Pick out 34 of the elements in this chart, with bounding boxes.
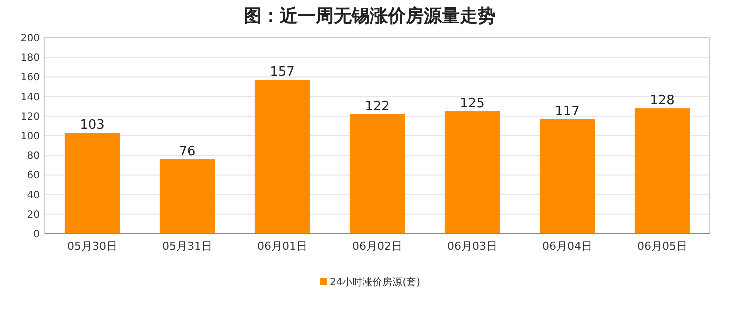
chart-title: 图：近一周无锡涨价房源量走势 [244, 6, 496, 27]
x-tick-label: 06月02日 [352, 240, 402, 253]
x-tick-label: 06月03日 [448, 240, 498, 253]
y-tick-label: 80 [27, 151, 40, 162]
y-tick-label: 140 [20, 92, 40, 104]
y-tick-label: 60 [27, 170, 40, 182]
bar [254, 80, 310, 234]
y-tick-label: 180 [20, 53, 40, 64]
y-tick-label: 40 [27, 190, 40, 202]
x-tick-label: 06月05日 [638, 240, 688, 253]
y-tick-label: 0 [34, 230, 40, 240]
y-tick-label: 200 [20, 34, 40, 44]
x-tick-label: 06月04日 [542, 240, 592, 253]
bar [634, 108, 690, 234]
data-label: 76 [179, 144, 196, 160]
x-tick-label: 05月30日 [68, 240, 118, 253]
bar [444, 112, 500, 234]
data-label: 122 [365, 99, 390, 114]
y-tick-label: 100 [20, 132, 40, 142]
y-tick-label: 20 [27, 210, 40, 221]
bar [64, 133, 120, 234]
bar [350, 114, 406, 234]
x-tick-label: 06月01日 [258, 240, 308, 253]
y-tick-label: 120 [20, 112, 40, 123]
data-label: 157 [270, 65, 295, 80]
x-tick-label: 05月31日 [162, 240, 212, 253]
y-tick-label: 160 [20, 72, 40, 84]
data-label: 128 [650, 94, 675, 109]
data-label: 117 [555, 104, 580, 120]
bar [160, 160, 216, 234]
data-label: 125 [460, 96, 485, 112]
bar [540, 119, 596, 234]
data-label: 103 [80, 118, 105, 134]
legend-label: 24小时涨价房源(套) [330, 276, 421, 288]
